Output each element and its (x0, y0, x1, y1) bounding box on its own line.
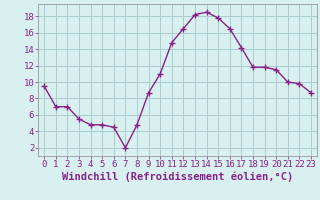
X-axis label: Windchill (Refroidissement éolien,°C): Windchill (Refroidissement éolien,°C) (62, 172, 293, 182)
